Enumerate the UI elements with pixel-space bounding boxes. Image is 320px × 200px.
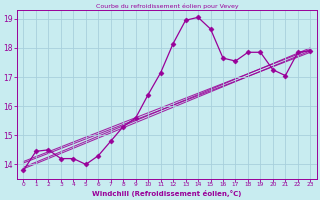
- Title: Courbe du refroidissement éolien pour Vevey: Courbe du refroidissement éolien pour Ve…: [96, 3, 238, 9]
- X-axis label: Windchill (Refroidissement éolien,°C): Windchill (Refroidissement éolien,°C): [92, 190, 242, 197]
